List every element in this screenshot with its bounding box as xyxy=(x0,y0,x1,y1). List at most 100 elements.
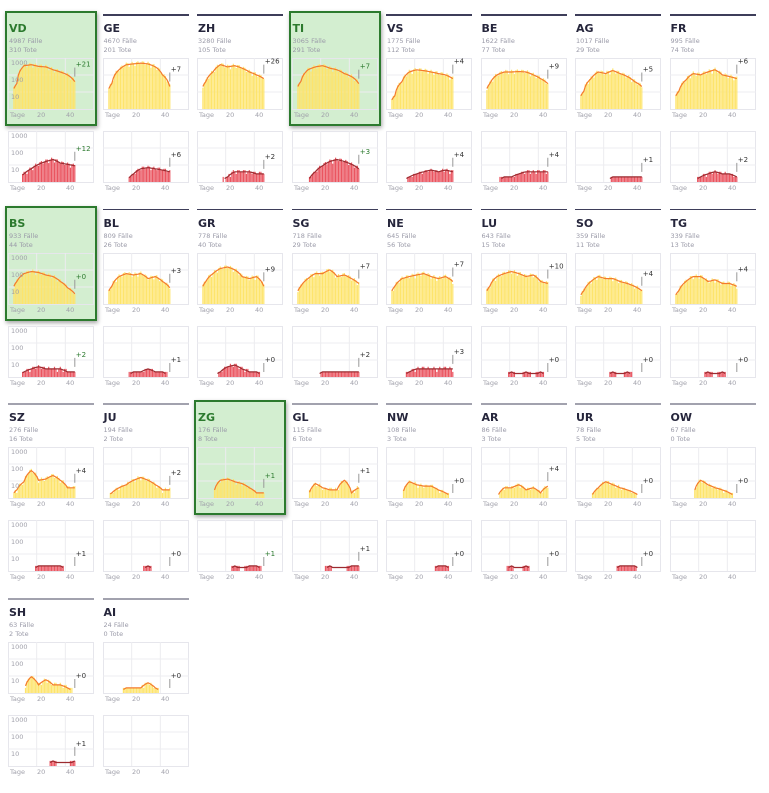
canton-panel-ti[interactable]: TI 3065 Fälle 291 Tote +7 Tage 20 40 +3 Tage 20 40 xyxy=(288,11,381,209)
canton-panel-zg[interactable]: ZG 176 Fälle 8 Tote +1 Tage 20 40 +1 Tage 20 40 xyxy=(194,400,286,598)
canton-panel-sg[interactable]: SG 718 Fälle 29 Tote +7 Tage 20 40 +2 Tage 20 40 xyxy=(291,208,378,404)
canton-panel-be[interactable]: BE 1622 Fälle 77 Tote +9 Tage 20 40 +4 Tage 20 40 xyxy=(480,14,567,209)
deaths-bar xyxy=(633,566,636,572)
canton-panel-nw[interactable]: NW 108 Fälle 3 Tote +0 Tage 20 40 +0 Tage 20 40 xyxy=(386,403,472,598)
cases-bar xyxy=(350,280,352,304)
cases-bar xyxy=(729,285,732,304)
canton-panel-tg[interactable]: TG 339 Fälle 13 Tote +4 Tage 20 40 +0 Tage 20 40 xyxy=(669,208,756,404)
cases-bar xyxy=(16,279,18,304)
canton-panel-so[interactable]: SO 359 Fälle 11 Tote +4 Tage 20 40 +0 Tage 20 40 xyxy=(575,208,661,404)
deaths-bar xyxy=(131,173,133,182)
x-axis-label: Tage xyxy=(104,306,120,314)
cases-bar xyxy=(315,271,317,304)
cases-bar xyxy=(676,293,678,304)
cases-bar xyxy=(206,77,208,109)
canton-panel-sz[interactable]: SZ 276 Fälle 16 Tote +4 Tage 20 40 1000 100 10 +1 T… xyxy=(8,403,94,598)
canton-panel-gr[interactable]: GR 778 Fälle 40 Tote +9 Tage 20 40 +0 Tage 20 40 xyxy=(197,208,283,404)
x-tick-label: 40 xyxy=(350,379,358,387)
deaths-bar xyxy=(507,566,509,572)
cases-bar xyxy=(164,76,166,109)
deaths-bar xyxy=(224,366,226,377)
cases-bar xyxy=(72,77,74,109)
canton-panel-sh[interactable]: SH 63 Fälle 2 Tote +0 Tage 20 40 1000 100 10 +1 Tag… xyxy=(8,598,94,793)
cases-bar xyxy=(429,486,431,499)
cases-bar xyxy=(340,276,342,304)
deaths-bar xyxy=(142,566,144,572)
canton-panel-ge[interactable]: GE 4670 Fälle 201 Tote +7 Tage 20 40 +6 Tage 20 40 xyxy=(102,14,189,209)
cases-bar xyxy=(247,488,249,499)
canton-panel-ag[interactable]: AG 1017 Fälle 29 Tote +5 Tage 20 40 +1 Tage 20 40 xyxy=(575,14,661,209)
x-axis-label: Tage xyxy=(104,379,120,387)
cases-bar xyxy=(612,483,614,499)
deaths-bar xyxy=(612,371,614,377)
cases-bar xyxy=(29,678,31,694)
deaths-bar xyxy=(513,371,515,377)
cases-bar xyxy=(64,74,66,109)
deaths-bar xyxy=(318,165,320,182)
cases-bar xyxy=(52,474,54,499)
x-tick-label: 20 xyxy=(37,184,45,192)
deaths-bar xyxy=(629,566,631,572)
canton-panel-ne[interactable]: NE 645 Fälle 56 Tote +7 Tage 20 40 +3 Tage 20 40 xyxy=(386,208,472,404)
deaths-bar xyxy=(413,368,415,377)
canton-panel-ar[interactable]: AR 86 Fälle 3 Tote +4 Tage 20 40 +0 Tage 20 40 xyxy=(480,403,567,598)
cases-bar xyxy=(125,484,127,499)
deaths-bar xyxy=(625,176,627,182)
canton-panel-vd[interactable]: VD 4987 Fälle 310 Tote +21 Tage 20 40 1000 100 10… xyxy=(5,11,97,209)
cases-bar xyxy=(725,74,727,109)
x-tick-label: 40 xyxy=(255,500,263,508)
deaths-total: 40 Tote xyxy=(198,240,222,249)
deaths-bar xyxy=(226,176,229,182)
cases-bar xyxy=(314,272,316,304)
deaths-bar xyxy=(346,161,348,182)
deaths-bar xyxy=(315,171,317,182)
deaths-bar xyxy=(437,566,439,572)
deaths-bar xyxy=(325,371,327,377)
canton-panel-ai[interactable]: AI 24 Fälle 0 Tote +0 Tage 20 40 Tage 20 40 xyxy=(102,598,189,793)
cases-bar xyxy=(229,69,232,109)
cases-bar xyxy=(350,74,352,109)
deaths-bar xyxy=(449,366,451,377)
cases-bar xyxy=(209,274,211,304)
cases-bar xyxy=(158,68,160,109)
deaths-bar xyxy=(523,566,525,572)
deaths-bar xyxy=(48,566,50,572)
y-tick-label: 1000 xyxy=(11,448,28,456)
cases-bar xyxy=(211,276,213,304)
canton-panel-ow[interactable]: OW 67 Fälle 0 Tote +0 Tage 20 40 Tage 20 40 xyxy=(669,403,756,598)
canton-panel-ur[interactable]: UR 78 Fälle 5 Tote +0 Tage 20 40 +0 Tage 20 40 xyxy=(575,403,661,598)
canton-panel-bl[interactable]: BL 809 Fälle 26 Tote +3 Tage 20 40 +1 Tage 20 40 xyxy=(102,208,189,404)
canton-panel-zh[interactable]: ZH 3280 Fälle 105 Tote +26 Tage 20 40 +2 Tage 20 4… xyxy=(197,14,283,209)
cases-bar xyxy=(509,488,511,499)
deaths-bar xyxy=(623,176,625,182)
cases-bar xyxy=(625,280,627,304)
latest-delta-label: +2 xyxy=(737,156,747,164)
canton-panel-gl[interactable]: GL 115 Fälle 6 Tote +1 Tage 20 40 +1 Tage 20 40 xyxy=(291,403,378,598)
cases-bar xyxy=(231,480,233,499)
canton-panel-fr[interactable]: FR 995 Fälle 74 Tote +6 Tage 20 40 +2 Tage 20 40 xyxy=(669,14,756,209)
cases-bar xyxy=(346,276,348,304)
canton-panel-ju[interactable]: JU 194 Fälle 2 Tote +2 Tage 20 40 +0 Tage 20 40 xyxy=(102,403,189,598)
latest-delta-label: +1 xyxy=(76,740,86,748)
cases-bar xyxy=(321,271,323,304)
canton-panel-bs[interactable]: BS 933 Fälle 44 Tote +0 Tage 20 40 1000 100 10 +2 T… xyxy=(5,205,97,404)
deaths-bar xyxy=(711,371,713,377)
deaths-bar xyxy=(48,366,50,377)
deaths-bar xyxy=(705,371,707,377)
cases-bar xyxy=(606,279,608,304)
canton-panel-vs[interactable]: VS 1775 Fälle 112 Tote +4 Tage 20 40 +4 Tage 20 40 xyxy=(386,14,472,209)
cases-bar xyxy=(48,679,50,694)
deaths-bar xyxy=(253,171,255,182)
cases-bar xyxy=(488,81,490,109)
deaths-bar xyxy=(516,173,518,182)
x-axis-label: Tage xyxy=(387,306,403,314)
canton-panel-lu[interactable]: LU 643 Fälle 15 Tote +10 Tage 20 40 +0 Tage 20 40 xyxy=(480,208,567,404)
cases-bar xyxy=(228,65,230,109)
x-axis-label: Tage xyxy=(576,306,592,314)
cases-bar xyxy=(591,279,594,304)
deaths-bar xyxy=(235,566,237,572)
cases-bar xyxy=(109,289,111,304)
cases-bar xyxy=(244,67,246,109)
